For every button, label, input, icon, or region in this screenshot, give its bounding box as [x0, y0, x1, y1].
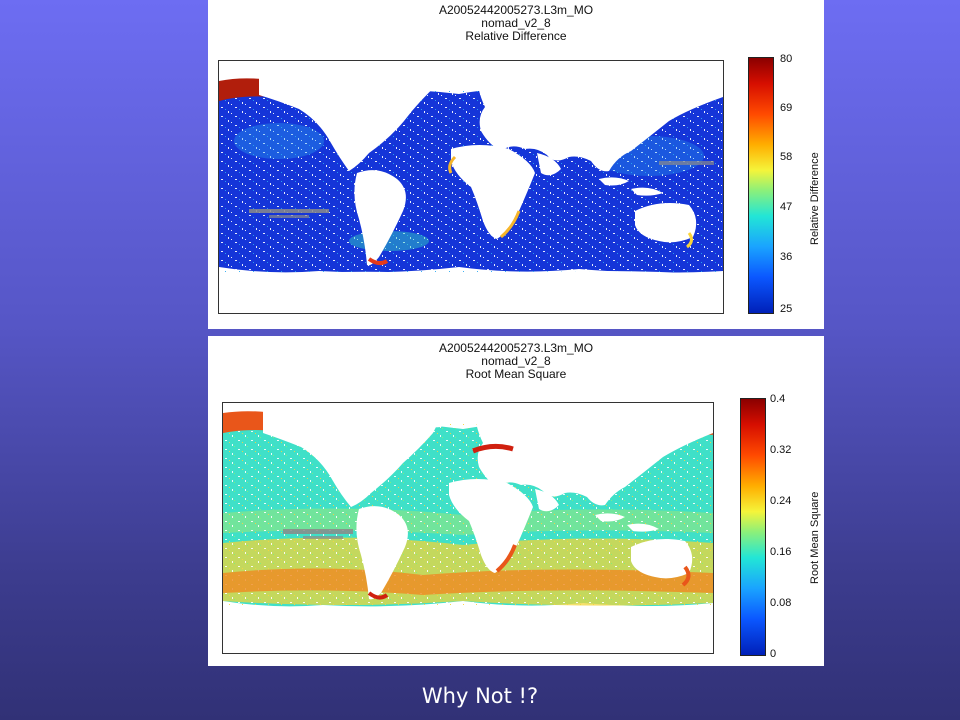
slide-caption: Why Not !?	[421, 684, 539, 708]
colorbar-tick: 0.32	[770, 444, 792, 456]
colorbar-tick: 58	[780, 151, 793, 163]
world-map-relative-difference	[218, 60, 724, 314]
colorbar-tick: 0.4	[770, 393, 786, 405]
colorbar-label: Root Mean Square	[809, 491, 821, 584]
colorbar-tick: 69	[780, 102, 793, 114]
relative-difference-panel: A20052442005273.L3m_MO nomad_v2_8 Relati…	[208, 0, 824, 329]
colorbar-tick: 47	[780, 201, 793, 213]
title-line-metric: Root Mean Square	[465, 367, 567, 381]
colorbar-relative-difference	[748, 57, 774, 314]
colorbar-tick: 80	[780, 53, 793, 65]
colorbar-tick: 0.08	[770, 597, 792, 609]
title-line-dataset: nomad_v2_8	[481, 16, 551, 30]
world-map-image	[223, 403, 713, 653]
colorbar-root-mean-square	[740, 398, 766, 656]
title-line-metric: Relative Difference	[465, 29, 567, 43]
continents	[223, 403, 713, 653]
map-title: A20052442005273.L3m_MO nomad_v2_8 Root M…	[208, 342, 824, 381]
colorbar-label: Relative Difference	[809, 152, 821, 245]
colorbar-tick: 0.16	[770, 546, 792, 558]
world-map-root-mean-square	[222, 402, 714, 654]
map-title: A20052442005273.L3m_MO nomad_v2_8 Relati…	[208, 4, 824, 43]
continents	[219, 61, 723, 313]
title-line-file: A20052442005273.L3m_MO	[438, 3, 594, 17]
title-line-dataset: nomad_v2_8	[481, 354, 551, 368]
title-line-file: A20052442005273.L3m_MO	[438, 341, 594, 355]
colorbar-tick: 36	[780, 251, 793, 263]
world-map-image	[219, 61, 723, 313]
colorbar-tick: 25	[780, 303, 793, 315]
colorbar-tick: 0.24	[770, 495, 792, 507]
colorbar-tick: 0	[770, 648, 777, 660]
root-mean-square-panel: A20052442005273.L3m_MO nomad_v2_8 Root M…	[208, 336, 824, 666]
